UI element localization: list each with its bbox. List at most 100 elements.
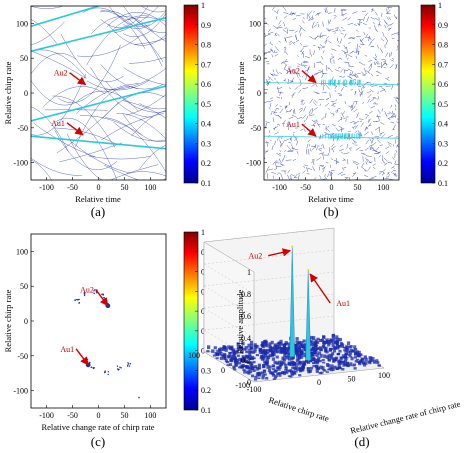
surface-patch bbox=[356, 361, 360, 364]
noise-trace bbox=[384, 162, 388, 166]
ridge-peak-trace bbox=[341, 133, 343, 139]
trace-curve bbox=[139, 144, 166, 170]
noise-trace bbox=[283, 62, 288, 66]
noise-trace bbox=[291, 12, 297, 15]
noise-trace bbox=[308, 66, 310, 70]
ridge-peak-trace bbox=[347, 133, 349, 139]
surface-patch bbox=[245, 350, 249, 354]
surface-patch bbox=[222, 354, 226, 359]
noise-trace bbox=[267, 168, 273, 171]
change-tick-label: 50 bbox=[348, 375, 356, 384]
noise-trace bbox=[278, 40, 282, 43]
noise-trace bbox=[265, 121, 270, 123]
noise-trace bbox=[361, 84, 365, 88]
noise-trace bbox=[358, 61, 364, 65]
noise-trace bbox=[316, 157, 321, 161]
noise-trace bbox=[380, 122, 385, 125]
surface-patch bbox=[271, 346, 275, 351]
noise-trace bbox=[290, 137, 292, 142]
noise-trace bbox=[329, 171, 334, 175]
noise-trace bbox=[316, 119, 318, 123]
noise-trace bbox=[284, 47, 286, 53]
surface-patch bbox=[296, 345, 300, 348]
ridge-peak-trace bbox=[328, 79, 330, 86]
noise-trace bbox=[358, 118, 364, 120]
annotation-arrow bbox=[309, 273, 331, 304]
surface-patch bbox=[257, 377, 261, 380]
noise-trace bbox=[270, 78, 273, 81]
noise-trace bbox=[381, 87, 386, 90]
trace-curve bbox=[131, 110, 166, 137]
surface-patch bbox=[305, 360, 309, 363]
noise-trace bbox=[347, 16, 351, 21]
ridge-dot bbox=[128, 365, 131, 367]
noise-trace bbox=[299, 78, 302, 84]
noise-trace bbox=[308, 18, 314, 21]
surface-patch bbox=[318, 360, 322, 363]
noise-trace bbox=[369, 137, 373, 144]
peak-top bbox=[307, 268, 310, 272]
noise-trace bbox=[385, 36, 388, 42]
noise-trace bbox=[332, 102, 334, 105]
surface-patch bbox=[278, 345, 282, 349]
surface-patch bbox=[317, 358, 321, 361]
chirp-tick-label: -100 bbox=[235, 381, 250, 390]
y-tick-label: 50 bbox=[20, 282, 28, 291]
ridge-peak-trace bbox=[337, 79, 339, 86]
surface-patch bbox=[255, 354, 259, 357]
surface-patch bbox=[314, 339, 318, 343]
surface-patch bbox=[344, 346, 348, 350]
surface-patch bbox=[249, 370, 253, 374]
surface-patch bbox=[252, 369, 256, 372]
noise-trace bbox=[342, 110, 346, 115]
noise-trace bbox=[318, 175, 322, 178]
noise-trace bbox=[284, 27, 288, 29]
surface-patch bbox=[299, 367, 303, 372]
y-tick-label: -50 bbox=[17, 124, 28, 133]
colorbar-tick-label: 0.7 bbox=[201, 60, 211, 69]
noise-trace bbox=[264, 150, 269, 152]
noise-trace bbox=[342, 17, 348, 21]
noise-trace bbox=[338, 128, 345, 131]
surface-patch bbox=[346, 341, 351, 346]
noise-trace bbox=[277, 86, 280, 93]
surface-patch bbox=[283, 371, 287, 374]
noise-trace bbox=[375, 151, 381, 154]
noise-trace bbox=[292, 132, 295, 134]
noise-trace bbox=[395, 32, 399, 36]
noise-trace bbox=[387, 27, 392, 32]
surface-patch bbox=[294, 346, 298, 352]
ridge-peak-trace bbox=[356, 133, 358, 139]
noise-trace bbox=[291, 144, 294, 150]
noise-trace bbox=[368, 42, 372, 46]
noise-trace bbox=[320, 144, 323, 147]
noise-trace bbox=[321, 45, 325, 49]
surface-patch bbox=[321, 366, 325, 370]
ticks-c: -100 -50 0 50 100 100 50 0 -50 -100 Au2 Au1 bbox=[13, 247, 156, 420]
noise-trace bbox=[357, 22, 360, 26]
noise-trace bbox=[264, 43, 268, 47]
noise-trace bbox=[340, 32, 344, 35]
z-grid-line bbox=[203, 293, 335, 309]
surface-patch bbox=[318, 346, 322, 348]
ridge-peak-trace bbox=[358, 79, 360, 86]
noise-trace bbox=[322, 178, 327, 180]
surface-patch bbox=[329, 355, 334, 359]
x-tick-label: -50 bbox=[67, 411, 78, 420]
colorbar-tick-label: 0.7 bbox=[438, 60, 448, 69]
noise-trace bbox=[268, 31, 274, 34]
noise-trace bbox=[371, 131, 374, 135]
noise-trace bbox=[318, 46, 321, 51]
ridge-dot bbox=[86, 361, 89, 363]
surface-patch bbox=[316, 367, 320, 370]
surface-patch bbox=[343, 362, 347, 366]
z-grid-line bbox=[203, 227, 335, 243]
noise-trace bbox=[373, 56, 377, 61]
surface-patch bbox=[245, 365, 249, 369]
trace-curve bbox=[105, 81, 166, 113]
noise-trace bbox=[268, 130, 271, 134]
surface-patch bbox=[312, 336, 316, 340]
surface-patch bbox=[331, 341, 335, 344]
y-tick-label: 50 bbox=[253, 54, 261, 63]
surface-patch bbox=[315, 368, 319, 372]
